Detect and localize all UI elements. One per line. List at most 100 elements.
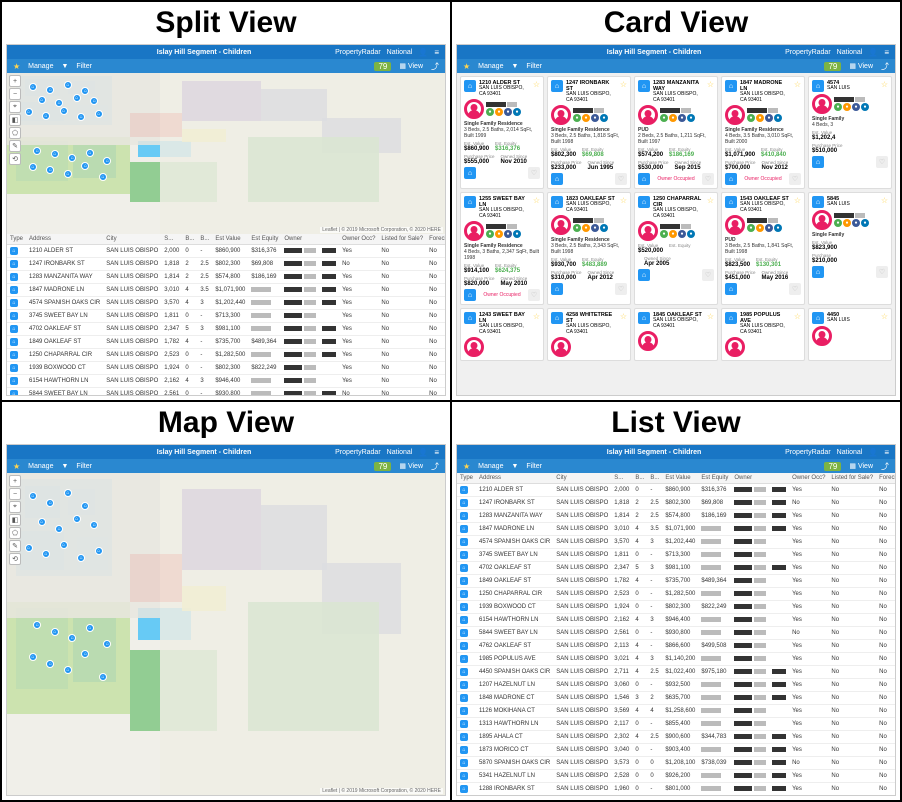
locate-icon[interactable]: ⌖ xyxy=(9,501,21,513)
social-m-icon[interactable]: ● xyxy=(843,219,851,227)
map-marker-icon[interactable]: ⌂ xyxy=(95,547,103,555)
action-home-icon[interactable]: ⌂ xyxy=(638,269,650,281)
map-marker-icon[interactable]: ⌂ xyxy=(86,149,94,157)
share-icon[interactable]: ⤴ xyxy=(881,61,889,72)
view-switcher[interactable]: ▦ View xyxy=(849,62,873,70)
menu-icon[interactable]: ≡ xyxy=(434,448,439,457)
col-header[interactable]: B... xyxy=(182,234,197,245)
favorite-icon[interactable]: ☆ xyxy=(620,196,627,205)
map-marker-icon[interactable]: ⌂ xyxy=(38,518,46,526)
action-bell-icon[interactable]: ♡ xyxy=(528,167,540,179)
social-l-icon[interactable]: ● xyxy=(774,114,782,122)
map-marker-icon[interactable]: ⌂ xyxy=(42,112,50,120)
table-row[interactable]: ⌂6154 HAWTHORN LNSAN LUIS OBISPO2,16243$… xyxy=(457,614,895,627)
map-marker-icon[interactable]: ⌂ xyxy=(60,541,68,549)
col-header[interactable]: B... xyxy=(197,234,212,245)
table-row[interactable]: ⌂4702 OAKLEAF STSAN LUIS OBISPO2,34753$9… xyxy=(7,323,445,336)
table-row[interactable]: ⌂1848 MADRONE CTSAN LUIS OBISPO1,54632$6… xyxy=(457,692,895,705)
favorite-icon[interactable]: ☆ xyxy=(881,312,888,321)
table-row[interactable]: ⌂1847 MADRONE LNSAN LUIS OBISPO3,01043.5… xyxy=(7,284,445,297)
social-f-icon[interactable]: ● xyxy=(504,230,512,238)
table-row[interactable]: ⌂6154 HAWTHORN LNSAN LUIS OBISPO2,16243$… xyxy=(7,375,445,388)
social-f-icon[interactable]: ● xyxy=(852,219,860,227)
zoom-in-icon[interactable]: + xyxy=(9,475,21,487)
favorite-icon[interactable]: ☆ xyxy=(620,312,627,321)
map-marker-icon[interactable]: ⌂ xyxy=(68,154,76,162)
share-icon[interactable]: ⤴ xyxy=(881,461,889,472)
map-parcel[interactable] xyxy=(160,73,445,234)
favorite-icon[interactable]: ☆ xyxy=(881,80,888,89)
user-icon[interactable]: 👤 xyxy=(418,48,428,57)
map-marker-icon[interactable]: ⌂ xyxy=(29,83,37,91)
table-row[interactable]: ⌂5341 HAZELNUT LNSAN LUIS OBISPO2,52800$… xyxy=(457,770,895,783)
social-m-icon[interactable]: ● xyxy=(843,103,851,111)
social-l-icon[interactable]: ● xyxy=(774,224,782,232)
social-l-icon[interactable]: ● xyxy=(861,219,869,227)
col-header[interactable]: S... xyxy=(611,473,632,484)
filter-icon[interactable]: ▼ xyxy=(61,463,68,470)
map-parcel[interactable] xyxy=(160,473,445,795)
table-row[interactable]: ⌂4574 SPANISH OAKS CIRSAN LUIS OBISPO3,5… xyxy=(457,536,895,549)
clear-icon[interactable]: ⟲ xyxy=(9,553,21,565)
col-header[interactable]: Owner Occ? xyxy=(339,234,378,245)
view-switcher[interactable]: ▦ View xyxy=(849,462,873,470)
action-home-icon[interactable]: ⌂ xyxy=(551,283,563,295)
social-l-icon[interactable]: ● xyxy=(687,230,695,238)
col-header[interactable]: Est Equity xyxy=(248,234,281,245)
col-header[interactable]: Listed for Sale? xyxy=(828,473,876,484)
manage-button[interactable]: Manage xyxy=(478,463,503,470)
social-m-icon[interactable]: ● xyxy=(495,230,503,238)
social-f-icon[interactable]: ● xyxy=(765,224,773,232)
table-row[interactable]: ⌂1849 OAKLEAF STSAN LUIS OBISPO1,7824-$7… xyxy=(7,336,445,349)
table-row[interactable]: ⌂1873 MORICO CTSAN LUIS OBISPO3,0400-$90… xyxy=(457,744,895,757)
zoom-in-icon[interactable]: + xyxy=(9,75,21,87)
col-header[interactable] xyxy=(769,473,789,484)
share-icon[interactable]: ⤴ xyxy=(431,61,439,72)
social-f-icon[interactable]: ● xyxy=(591,224,599,232)
property-card[interactable]: ⌂ 5845SAN LUIS ☆ ●●●● Single Family Est.… xyxy=(808,192,892,305)
col-header[interactable]: Est Value xyxy=(662,473,698,484)
social-p-icon[interactable]: ● xyxy=(747,114,755,122)
user-icon[interactable]: 👤 xyxy=(868,448,878,457)
col-header[interactable]: Foreclosure? xyxy=(876,473,895,484)
favorite-icon[interactable]: ☆ xyxy=(533,196,540,205)
action-bell-icon[interactable]: ♡ xyxy=(615,283,627,295)
star-icon[interactable]: ★ xyxy=(463,462,470,471)
map-canvas[interactable]: + − ⌖ ◧ ⬠ ✎ ⟲ Leaflet | © 2019 Microsoft… xyxy=(7,73,445,234)
social-p-icon[interactable]: ● xyxy=(486,108,494,116)
map-marker-icon[interactable]: ⌂ xyxy=(73,515,81,523)
manage-button[interactable]: Manage xyxy=(28,63,53,70)
action-home-icon[interactable]: ⌂ xyxy=(464,289,476,301)
col-header[interactable]: Type xyxy=(457,473,476,484)
social-m-icon[interactable]: ● xyxy=(756,224,764,232)
locate-icon[interactable]: ⌖ xyxy=(9,101,21,113)
filter-button[interactable]: Filter xyxy=(76,63,92,70)
col-header[interactable]: Owner xyxy=(731,473,769,484)
table-row[interactable]: ⌂1247 IRONBARK STSAN LUIS OBISPO1,81822.… xyxy=(457,497,895,510)
action-home-icon[interactable]: ⌂ xyxy=(551,173,563,185)
layers-icon[interactable]: ◧ xyxy=(9,114,21,126)
user-icon[interactable]: 👤 xyxy=(418,448,428,457)
table-row[interactable]: ⌂5844 SWEET BAY LNSAN LUIS OBISPO2,5610-… xyxy=(457,627,895,640)
col-header[interactable]: Type xyxy=(7,234,26,245)
filter-button[interactable]: Filter xyxy=(526,63,542,70)
table-row[interactable]: ⌂1939 BOXWOOD CTSAN LUIS OBISPO1,9240-$8… xyxy=(457,601,895,614)
map-marker-icon[interactable]: ⌂ xyxy=(38,96,46,104)
map-marker-icon[interactable]: ⌂ xyxy=(73,94,81,102)
table-row[interactable]: ⌂3745 SWEET BAY LNSAN LUIS OBISPO1,8110-… xyxy=(7,310,445,323)
map-marker-icon[interactable]: ⌂ xyxy=(77,554,85,562)
property-card[interactable]: ⌂ 1823 OAKLEAF STSAN LUIS OBISPO, CA 934… xyxy=(547,192,631,305)
action-bell-icon[interactable]: ♡ xyxy=(876,156,888,168)
social-f-icon[interactable]: ● xyxy=(678,230,686,238)
filter-button[interactable]: Filter xyxy=(76,463,92,470)
star-icon[interactable]: ★ xyxy=(463,62,470,71)
property-card[interactable]: ⌂ 1250 CHAPARRAL CIRSAN LUIS OBISPO, CA … xyxy=(634,192,718,305)
favorite-icon[interactable]: ☆ xyxy=(881,196,888,205)
menu-icon[interactable]: ≡ xyxy=(434,48,439,57)
favorite-icon[interactable]: ☆ xyxy=(533,80,540,89)
table-row[interactable]: ⌂1250 CHAPARRAL CIRSAN LUIS OBISPO2,5230… xyxy=(7,349,445,362)
col-header[interactable]: S... xyxy=(161,234,182,245)
col-header[interactable] xyxy=(319,234,339,245)
social-p-icon[interactable]: ● xyxy=(660,230,668,238)
map-marker-icon[interactable]: ⌂ xyxy=(60,107,68,115)
